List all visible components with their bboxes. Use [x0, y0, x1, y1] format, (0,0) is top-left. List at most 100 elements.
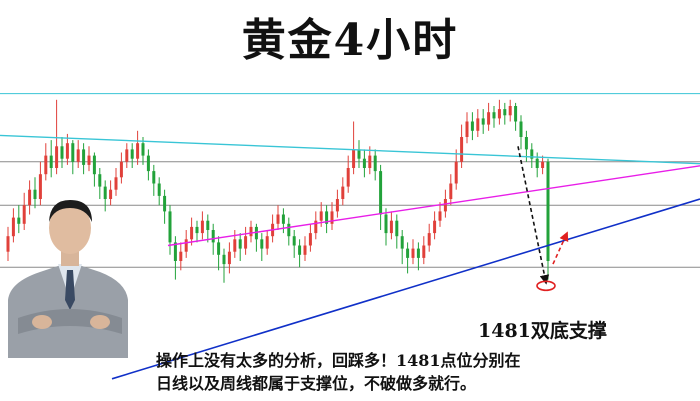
candle-body-28 — [157, 183, 161, 196]
presenter-hand-left — [32, 315, 52, 329]
candle-body-2 — [17, 217, 21, 224]
candle-body-84 — [460, 137, 464, 162]
candle-body-16 — [92, 155, 96, 175]
candle-body-23 — [130, 149, 134, 159]
candle-body-69 — [379, 171, 383, 215]
candle-body-6 — [38, 174, 42, 199]
presenter-hand-right — [90, 315, 110, 329]
candle-body-53 — [292, 236, 296, 246]
candle-body-43 — [238, 239, 242, 249]
candle-body-14 — [82, 149, 86, 165]
candle-body-95 — [519, 121, 523, 137]
candle-body-76 — [416, 248, 420, 258]
candle-body-27 — [152, 171, 156, 184]
candle-body-89 — [487, 112, 491, 125]
candle-body-67 — [368, 155, 372, 168]
candle-body-41 — [227, 251, 231, 265]
candle-body-97 — [530, 149, 534, 159]
candle-body-71 — [389, 220, 393, 234]
horizontal-levels — [0, 93, 700, 268]
candle-body-85 — [465, 121, 469, 137]
presenter-tie — [65, 270, 75, 310]
candle-body-15 — [87, 155, 91, 165]
candle-body-55 — [303, 245, 307, 255]
candle-body-36 — [200, 220, 204, 234]
candle-body-39 — [217, 242, 221, 255]
trendline-blue — [111, 198, 700, 380]
candle-body-29 — [163, 195, 167, 212]
candle-body-81 — [443, 199, 447, 212]
candle-body-61 — [335, 199, 339, 212]
candle-body-63 — [346, 168, 350, 187]
candle-body-20 — [114, 177, 118, 190]
annotation-arrows — [517, 146, 569, 292]
candle-body-7 — [44, 155, 48, 175]
candle-body-11 — [65, 143, 69, 159]
double-bottom-marker — [536, 280, 556, 292]
candle-body-75 — [411, 248, 415, 258]
candle-body-0 — [6, 236, 10, 252]
comment-line-2: 日线以及周线都属于支撑位，不破做多就行。 — [156, 374, 477, 393]
candle-body-5 — [33, 189, 37, 199]
candle-body-100 — [546, 161, 550, 261]
candle-body-22 — [125, 149, 129, 162]
candle-body-9 — [55, 146, 59, 168]
candle-body-88 — [481, 118, 485, 125]
candle-body-78 — [427, 233, 431, 246]
presenter-photo — [8, 200, 128, 358]
candle-body-30 — [168, 211, 172, 243]
candle-body-13 — [76, 149, 80, 162]
trendline-cyan — [0, 134, 700, 165]
candle-body-38 — [211, 230, 215, 243]
candle-body-3 — [22, 205, 26, 224]
candle-body-86 — [470, 121, 474, 131]
candle-body-42 — [233, 239, 237, 252]
candle-body-98 — [535, 158, 539, 168]
candle-body-12 — [71, 143, 75, 162]
candle-body-58 — [319, 211, 323, 221]
arrow-red — [552, 231, 569, 265]
candle-body-70 — [384, 214, 388, 234]
trendlines — [0, 134, 700, 380]
arrow-black — [517, 146, 550, 285]
candle-body-54 — [298, 245, 302, 255]
candle-body-87 — [476, 118, 480, 131]
candle-body-83 — [454, 161, 458, 184]
candle-body-57 — [314, 220, 318, 234]
candle-body-10 — [60, 146, 64, 159]
candle-body-62 — [341, 186, 345, 199]
candle-body-56 — [308, 233, 312, 246]
candle-body-40 — [222, 254, 226, 265]
candle-body-33 — [184, 239, 188, 252]
candle-body-35 — [195, 226, 199, 234]
candle-body-37 — [206, 220, 210, 230]
candle-body-18 — [103, 186, 107, 199]
candle-body-45 — [249, 226, 253, 237]
candle-body-31 — [173, 242, 177, 261]
candle-body-91 — [497, 109, 501, 119]
candle-body-19 — [109, 189, 113, 199]
presenter-head — [49, 202, 91, 254]
candle-body-66 — [362, 158, 366, 168]
candle-body-77 — [422, 245, 426, 258]
candles — [6, 99, 550, 283]
candle-body-8 — [49, 155, 53, 168]
candle-body-82 — [449, 183, 453, 199]
candle-body-60 — [330, 211, 334, 224]
candle-body-74 — [406, 248, 410, 258]
candle-body-34 — [190, 226, 194, 240]
analysis-comment: 操作上没有太多的分析，回踩多！1481点位分别在 日线以及周线都属于支撑位，不破… — [156, 349, 696, 395]
candle-body-48 — [265, 236, 269, 249]
candle-body-99 — [541, 161, 545, 168]
candle-body-21 — [119, 161, 123, 178]
candle-body-50 — [276, 214, 280, 224]
candle-body-4 — [28, 189, 32, 206]
candle-body-65 — [357, 149, 361, 159]
chart-title: 黄金4小时 — [241, 15, 459, 66]
candle-body-17 — [98, 174, 102, 187]
candle-body-1 — [11, 217, 15, 237]
candle-body-32 — [179, 251, 183, 261]
candle-body-96 — [524, 137, 528, 150]
